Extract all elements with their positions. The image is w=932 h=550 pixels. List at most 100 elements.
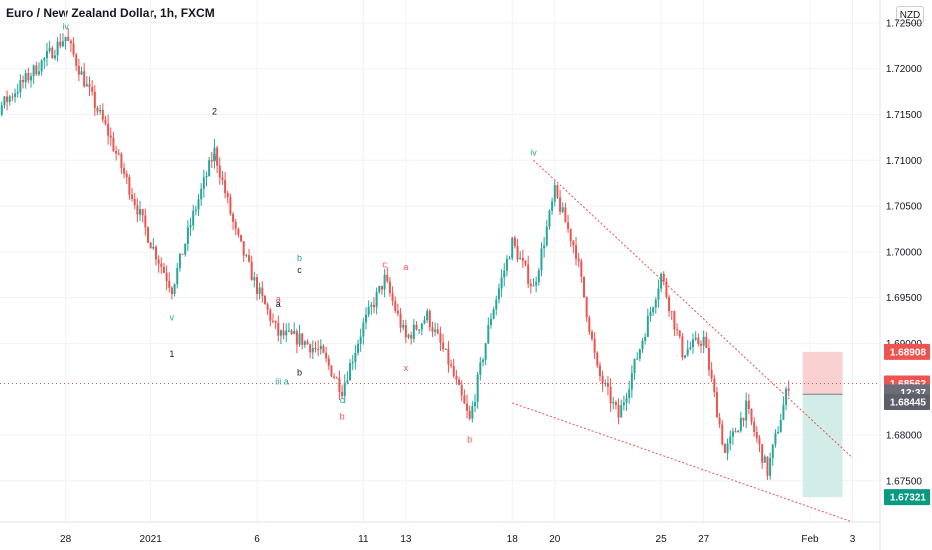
candle-body <box>718 417 721 425</box>
candle-body <box>224 180 227 194</box>
candle-body <box>598 365 601 376</box>
candle-body <box>125 173 128 178</box>
wave-label: b <box>467 434 472 444</box>
candle-body <box>338 378 341 392</box>
candle-body <box>750 409 753 422</box>
candle-body <box>476 374 479 402</box>
candle-body <box>11 96 14 98</box>
candle-body <box>524 260 527 265</box>
x-tick-label: 11 <box>358 534 369 545</box>
candle-body <box>521 258 524 261</box>
candle-body <box>495 299 498 310</box>
candle-body <box>503 270 506 278</box>
candle-body <box>8 96 11 102</box>
candle-body <box>48 47 51 52</box>
time-axis[interactable]: 28 2021 6 11 13 18 20 25 27 Feb 3 <box>60 534 856 545</box>
candle-body <box>561 207 564 212</box>
wave-label: b <box>340 411 345 421</box>
candle-body <box>197 199 200 210</box>
candle-body <box>24 73 27 83</box>
candle-body <box>575 245 578 259</box>
candle-body <box>726 443 729 453</box>
candle-body <box>131 194 134 199</box>
candle-body <box>30 76 33 81</box>
price-tag-bg <box>884 343 930 360</box>
candle-body <box>391 293 394 302</box>
y-tick-label: 1.69500 <box>886 293 923 304</box>
candle-body <box>604 382 607 384</box>
candle-body <box>104 119 107 124</box>
candle-body <box>407 334 410 338</box>
candle-body <box>769 458 772 476</box>
currency-badge[interactable]: NZD <box>896 6 924 24</box>
candle-body <box>444 348 447 350</box>
x-tick-label: 2021 <box>140 534 163 545</box>
candle-body <box>442 342 445 350</box>
candle-body <box>359 336 362 344</box>
wave-label: iv <box>530 148 537 158</box>
candle-body <box>51 47 54 59</box>
candle-body <box>216 147 219 166</box>
candle-body <box>61 41 64 47</box>
candle-body <box>593 338 596 353</box>
candle-body <box>154 246 157 260</box>
candle-body <box>157 259 160 264</box>
candle-body <box>160 263 163 267</box>
candle-body <box>662 273 665 282</box>
candle-body <box>609 386 612 404</box>
candle-body <box>266 304 269 310</box>
candle-body <box>569 228 572 242</box>
candle-body <box>601 375 604 384</box>
wave-label: 2 <box>212 106 217 116</box>
candle-body <box>14 93 17 98</box>
candle-body <box>386 274 389 282</box>
candle-body <box>16 92 19 94</box>
chart-title: Euro / New Zealand Dollar, 1h, FXCM <box>6 6 215 20</box>
candle-body <box>450 364 453 366</box>
candle-body <box>511 237 514 259</box>
candle-body <box>232 213 235 222</box>
candle-body <box>317 348 320 350</box>
candle-body <box>327 358 330 366</box>
candle-body <box>668 297 671 312</box>
candle-body <box>184 243 187 255</box>
candle-body <box>75 54 78 66</box>
price-tag-bg <box>884 489 930 506</box>
candle-body <box>330 365 333 377</box>
candle-body <box>747 400 750 410</box>
candle-body <box>380 285 383 290</box>
candle-body <box>649 312 652 317</box>
candle-body <box>572 241 575 246</box>
candle-body <box>88 84 91 88</box>
candle-body <box>644 336 647 341</box>
candle-body <box>205 176 208 178</box>
candle-body <box>484 343 487 360</box>
candle-body <box>487 324 490 344</box>
candle-body <box>372 304 375 308</box>
candle-body <box>271 320 274 322</box>
x-tick-label: 27 <box>698 534 710 545</box>
x-tick-label: 28 <box>60 534 72 545</box>
candle-body <box>532 285 535 287</box>
candle-body <box>378 285 381 292</box>
wave-label: b <box>297 367 302 377</box>
candle-body <box>777 431 780 434</box>
candle-body <box>210 160 213 162</box>
candle-body <box>325 352 328 359</box>
candle-body <box>144 215 147 228</box>
trend-line <box>533 159 853 459</box>
candle-body <box>91 87 94 92</box>
candle-body <box>319 345 322 350</box>
candle-body <box>341 391 344 396</box>
candle-body <box>471 406 474 419</box>
candle-body <box>263 295 266 305</box>
price-axis[interactable]: 1.72500 1.72000 1.71500 1.71000 1.70500 1.700… <box>886 18 923 487</box>
candle-body <box>771 444 774 459</box>
candle-body <box>447 348 450 365</box>
candle-body <box>782 404 785 420</box>
candle-body <box>431 327 434 332</box>
candle-body <box>351 361 354 364</box>
y-tick-label: 1.67500 <box>886 476 923 487</box>
candle-body <box>141 209 144 216</box>
